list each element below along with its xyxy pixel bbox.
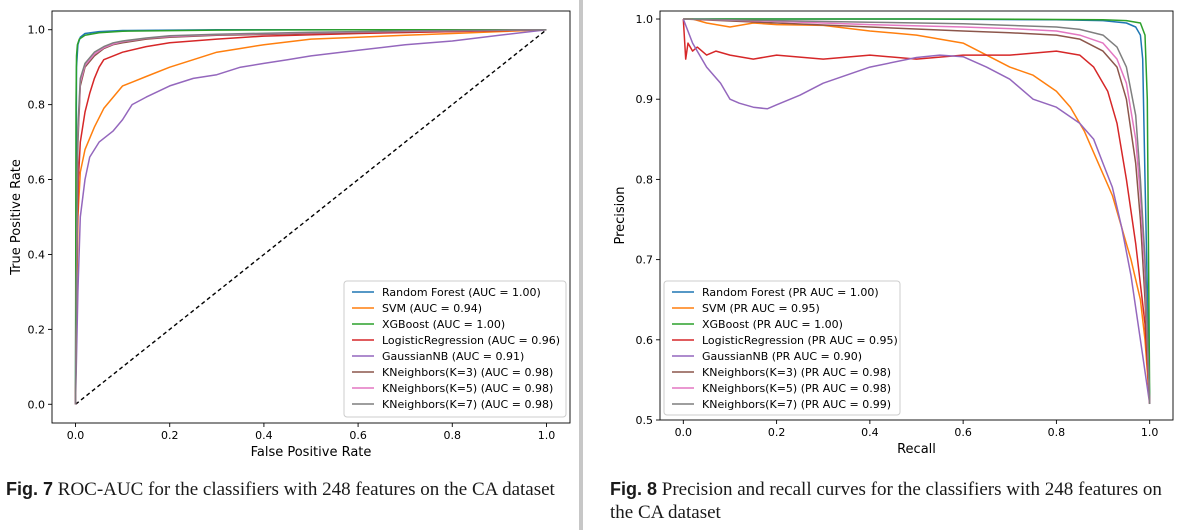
roc-x-tick-label-0: 0.0 [67, 429, 85, 442]
pr-series-group [682, 18, 1151, 405]
pr-series-line-1 [683, 18, 1151, 405]
roc-x-tick-label-4: 0.8 [444, 429, 462, 442]
roc-y-tick-label-3: 0.6 [28, 174, 46, 187]
figure-8-label: Fig. 8 [610, 479, 658, 499]
roc-series-line-5 [74, 28, 547, 405]
pr-legend-label-4: GaussianNB (PR AUC = 0.90) [702, 350, 862, 363]
pr-y-tick-label-2: 0.7 [636, 254, 654, 267]
pr-legend-box [663, 280, 901, 416]
roc-y-tick-label-4: 0.8 [28, 99, 46, 112]
roc-legend-label-5: KNeighbors(K=3) (AUC = 0.98) [382, 366, 553, 379]
pr-legend-label-1: SVM (PR AUC = 0.95) [702, 302, 820, 315]
pr-legend-label-0: Random Forest (PR AUC = 1.00) [702, 286, 879, 299]
pr-series-line-4 [682, 18, 1151, 405]
roc-y-tick-label-5: 1.0 [28, 24, 46, 37]
pr-y-axis-label: Precision [613, 186, 628, 244]
pr-axes-frame [659, 10, 1174, 421]
pr-series-line-2 [683, 18, 1151, 405]
roc-x-tick-label-3: 0.6 [349, 429, 367, 442]
roc-legend-label-7: KNeighbors(K=7) (AUC = 0.98) [382, 398, 553, 411]
figure-8-panel: 0.0 0.2 0.4 0.6 0.8 1.0 0.5 0.6 0.7 0.8 0.9 1.0 Reca… [584, 0, 1180, 530]
pr-y-tick-label-4: 0.9 [636, 93, 654, 106]
precision-recall-chart: 0.0 0.2 0.4 0.6 0.8 1.0 0.5 0.6 0.7 0.8 0.9 1.0 Reca… [613, 10, 1174, 457]
figure-7-caption: Fig. 7 ROC-AUC for the classifiers with … [6, 478, 576, 501]
figure-8-caption: Fig. 8 Precision and recall curves for t… [610, 478, 1180, 524]
roc-legend-label-1: SVM (AUC = 0.94) [382, 302, 482, 315]
roc-series-line-4 [74, 28, 547, 405]
figure-7-caption-text: ROC-AUC for the classifiers with 248 fea… [57, 479, 555, 500]
pr-y-tick-label-3: 0.8 [636, 173, 654, 186]
roc-x-axis-label: False Positive Rate [251, 445, 372, 460]
pr-series-line-7 [683, 18, 1151, 405]
pr-legend: Random Forest (PR AUC = 1.00) SVM (PR AUC… [663, 280, 901, 416]
pr-x-tick-label-3: 0.6 [954, 426, 972, 439]
roc-series-line-2 [74, 28, 547, 405]
pr-y-tick-label-0: 0.5 [636, 414, 654, 427]
pr-legend-label-2: XGBoost (PR AUC = 1.00) [702, 318, 843, 331]
roc-series-line-1 [74, 28, 547, 405]
roc-legend-label-0: Random Forest (AUC = 1.00) [382, 286, 541, 299]
pr-series-line-3 [682, 18, 1151, 405]
pr-legend-label-7: KNeighbors(K=7) (PR AUC = 0.99) [702, 398, 891, 411]
roc-series-group [74, 28, 547, 405]
pr-legend-label-3: LogisticRegression (PR AUC = 0.95) [702, 334, 898, 347]
figure-7-panel: 0.0 0.2 0.4 0.6 0.8 1.0 0.0 0.2 0.4 0.6 0.8 1.0 Fals… [0, 0, 580, 530]
roc-y-tick-label-1: 0.2 [28, 323, 46, 336]
roc-legend-label-4: GaussianNB (AUC = 0.91) [382, 350, 524, 363]
pr-legend-label-6: KNeighbors(K=5) (PR AUC = 0.98) [702, 382, 891, 395]
pr-x-tick-label-4: 0.8 [1048, 426, 1066, 439]
roc-legend-box [343, 280, 567, 418]
pr-y-tick-label-5: 1.0 [636, 13, 654, 26]
roc-y-axis-label: True Positive Rate [9, 159, 24, 276]
pr-x-tick-label-5: 1.0 [1141, 426, 1159, 439]
panel-divider [579, 0, 583, 530]
roc-x-tick-label-5: 1.0 [538, 429, 556, 442]
roc-legend-label-2: XGBoost (AUC = 1.00) [382, 318, 505, 331]
roc-legend-label-3: LogisticRegression (AUC = 0.96) [382, 334, 560, 347]
roc-series-line-3 [74, 28, 547, 405]
roc-chart: 0.0 0.2 0.4 0.6 0.8 1.0 0.0 0.2 0.4 0.6 0.8 1.0 Fals… [9, 10, 571, 460]
pr-x-tick-label-0: 0.0 [675, 426, 693, 439]
pr-series-line-5 [683, 18, 1151, 405]
roc-series-line-7 [74, 28, 547, 405]
roc-axes-frame [51, 10, 571, 424]
figure-7-label: Fig. 7 [6, 479, 54, 499]
figure-8-caption-text: Precision and recall curves for the clas… [610, 479, 1162, 523]
roc-legend: Random Forest (AUC = 1.00) SVM (AUC = 0.9… [343, 280, 567, 418]
roc-y-tick-label-2: 0.4 [28, 248, 46, 261]
pr-legend-label-5: KNeighbors(K=3) (PR AUC = 0.98) [702, 366, 891, 379]
pr-x-tick-label-1: 0.2 [768, 426, 786, 439]
roc-legend-label-6: KNeighbors(K=5) (AUC = 0.98) [382, 382, 553, 395]
pr-series-line-6 [683, 18, 1151, 405]
roc-x-tick-label-1: 0.2 [161, 429, 179, 442]
roc-reference-diagonal [75, 29, 547, 405]
pr-x-axis-label: Recall [897, 442, 936, 457]
pr-y-tick-label-1: 0.6 [636, 334, 654, 347]
roc-y-tick-label-0: 0.0 [28, 398, 46, 411]
roc-x-tick-label-2: 0.4 [255, 429, 273, 442]
pr-x-tick-label-2: 0.4 [861, 426, 879, 439]
